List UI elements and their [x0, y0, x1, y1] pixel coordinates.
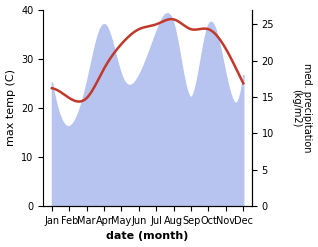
Y-axis label: med. precipitation
(kg/m2): med. precipitation (kg/m2)	[291, 63, 313, 153]
X-axis label: date (month): date (month)	[107, 231, 189, 242]
Y-axis label: max temp (C): max temp (C)	[5, 69, 16, 146]
